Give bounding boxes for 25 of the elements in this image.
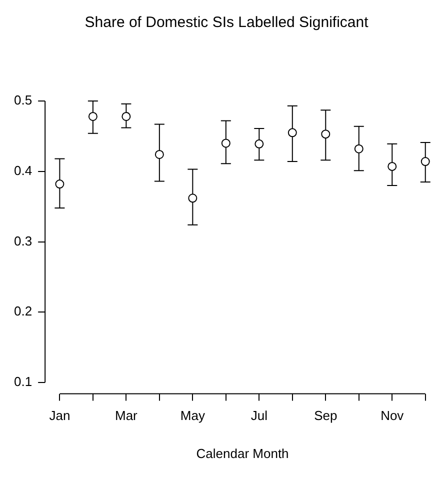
point xyxy=(354,144,364,154)
point xyxy=(321,130,330,139)
y-tick-label: 0.4 xyxy=(14,162,32,178)
y-tick-label: 0.2 xyxy=(14,304,32,319)
point xyxy=(55,180,64,189)
point xyxy=(254,139,264,148)
x-tick-label: Jul xyxy=(250,408,268,424)
x-axis-title: Calendar Month xyxy=(196,446,289,461)
x-tick-label: May xyxy=(180,408,206,424)
point xyxy=(420,157,430,166)
x-tick-label: Jan xyxy=(49,408,70,424)
point xyxy=(388,162,397,171)
point xyxy=(288,128,297,138)
y-tick-label: 0.1 xyxy=(14,374,32,390)
x-tick-label: Mar xyxy=(114,408,138,424)
y-tick-label: 0.3 xyxy=(14,233,32,248)
x-tick-label: Sep xyxy=(314,408,338,424)
point xyxy=(188,194,198,203)
point xyxy=(221,138,230,148)
point xyxy=(88,112,98,121)
point xyxy=(122,112,131,121)
point xyxy=(154,150,164,159)
x-tick-label: Nov xyxy=(380,408,404,424)
chart-title: Share of Domestic SIs Labelled Significant xyxy=(84,14,370,32)
y-tick-label: 0.5 xyxy=(14,92,32,108)
